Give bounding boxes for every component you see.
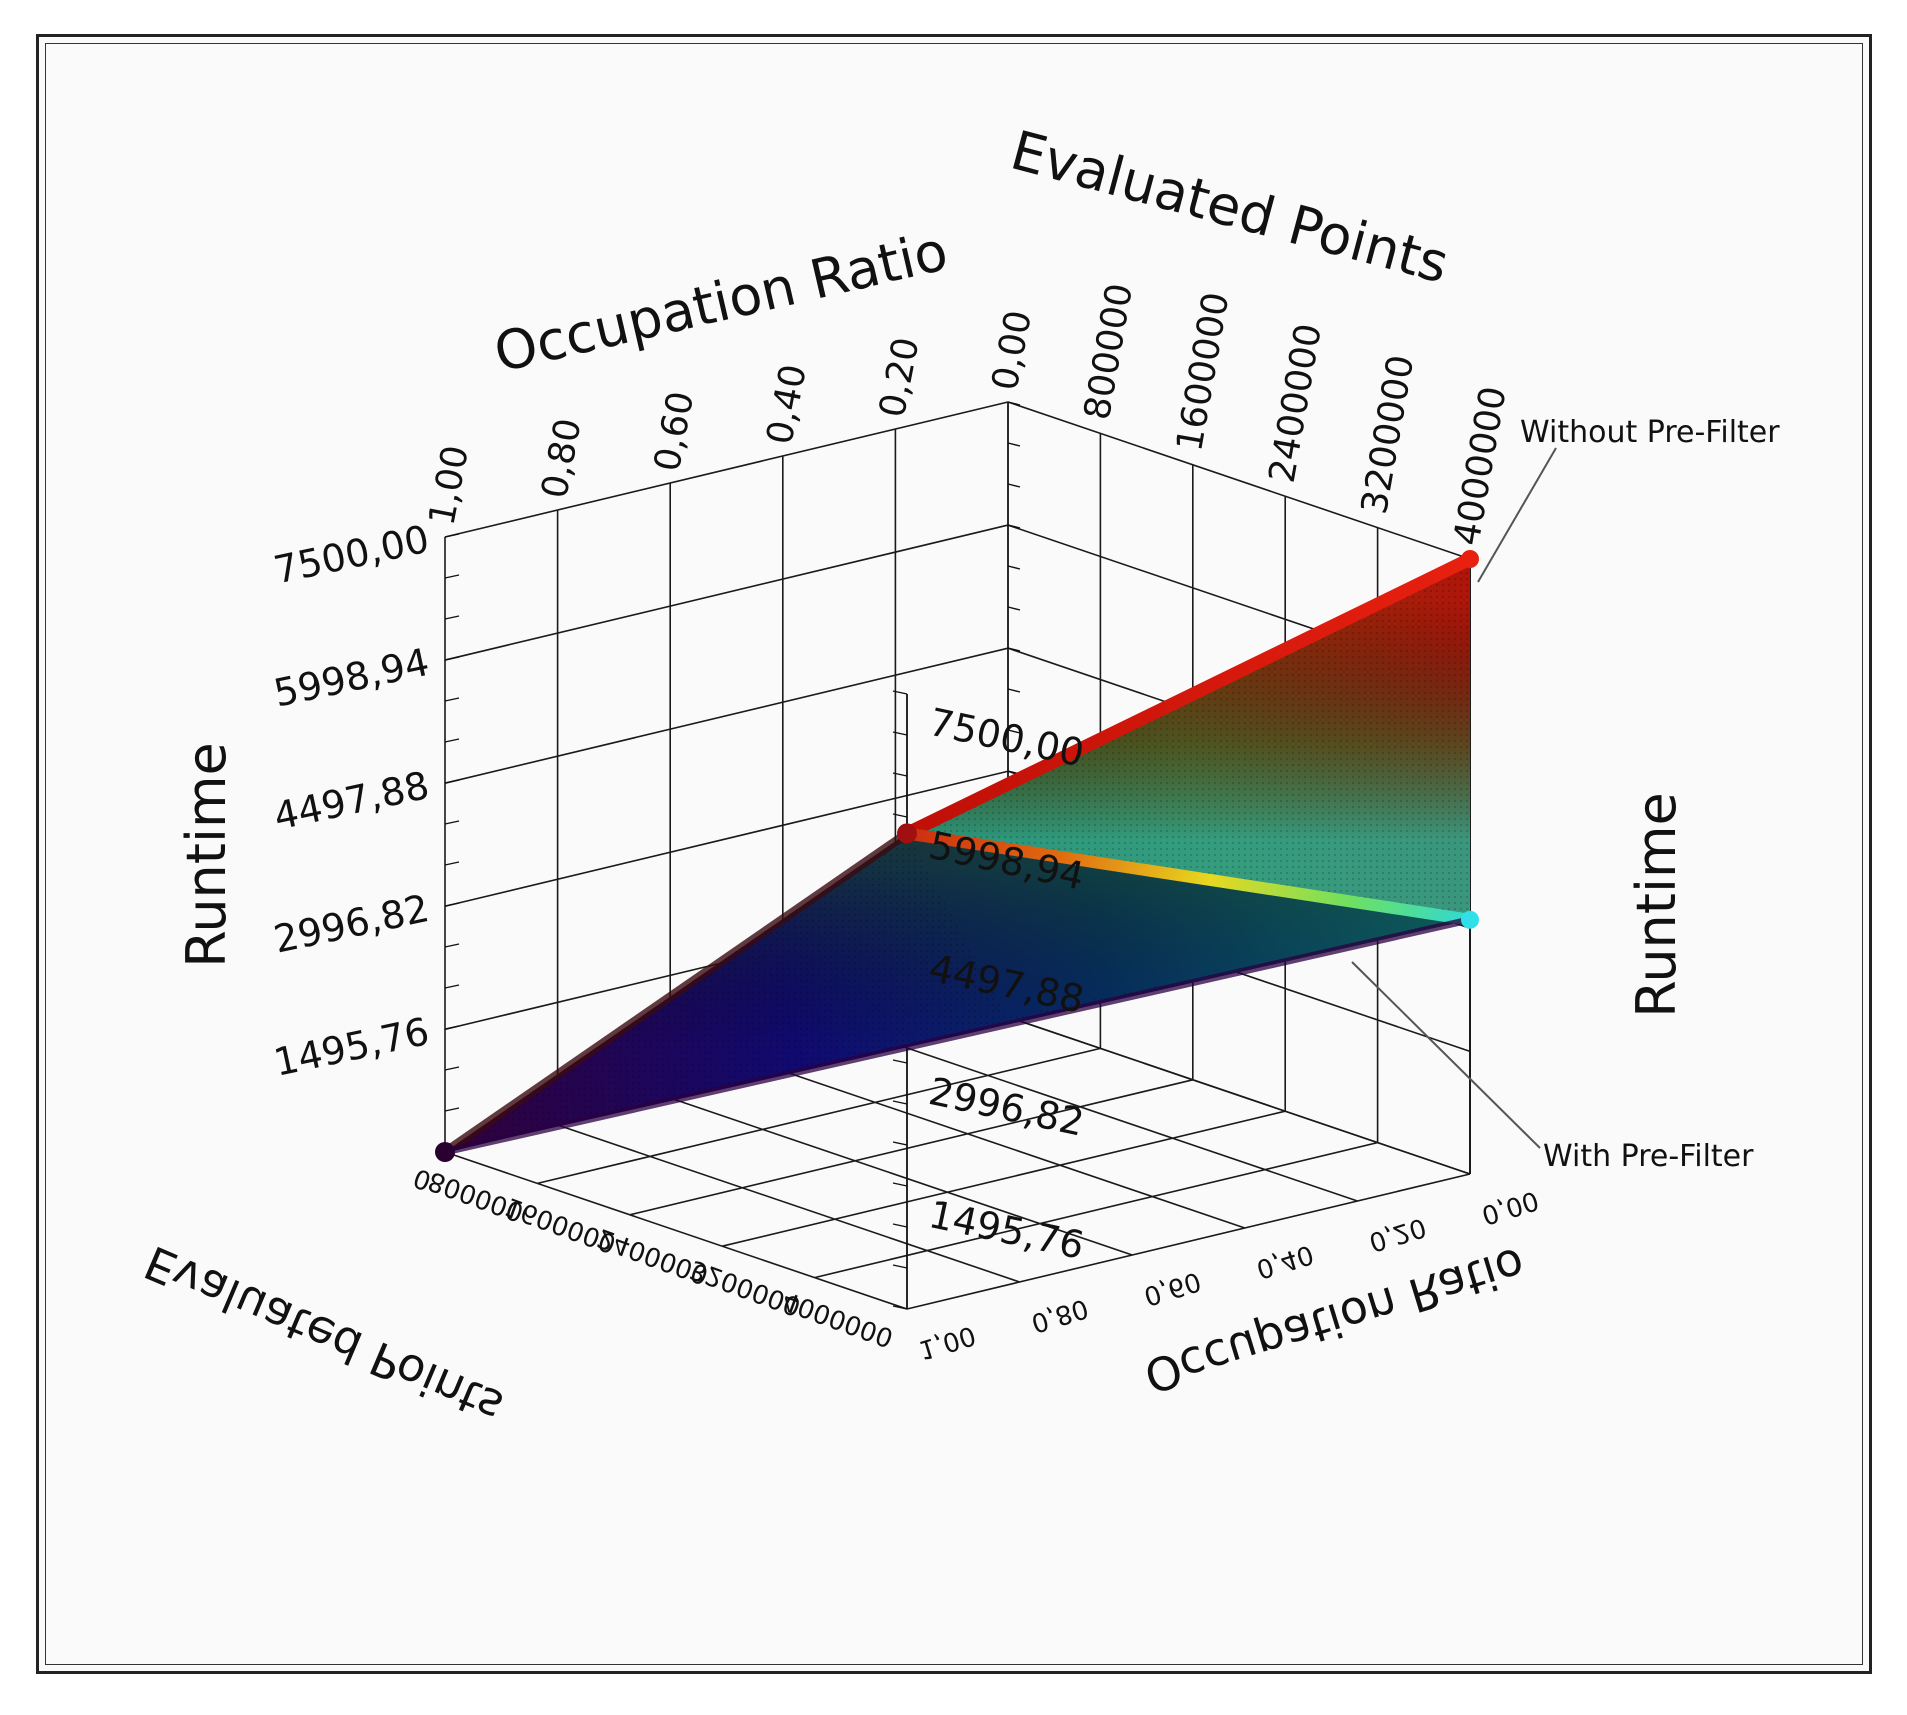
minor-tick-right-15 [892, 690, 908, 695]
marker-without-prefilter-end [1461, 550, 1479, 568]
callout-line-without [1477, 447, 1557, 583]
series-label-without-prefilter: Without Pre-Filter [1520, 415, 1780, 450]
minor-tick-right-2 [892, 1223, 908, 1228]
marker-apex [897, 823, 917, 844]
evaluated-points-tick-top-3: 3200000 [1354, 352, 1422, 517]
sheet-texture-upper [907, 559, 1470, 920]
minor-tick-left-2 [444, 1066, 460, 1071]
marker-with-prefilter-end [1461, 910, 1479, 929]
occupation-ratio-tick-bottom-1: 0,20 [1365, 1211, 1429, 1257]
gridline-floor-p-2 [629, 1079, 1193, 1216]
minor-tick-back-15 [1007, 401, 1021, 406]
minor-tick-back-7 [1007, 729, 1021, 734]
minor-tick-right-1 [892, 1264, 908, 1269]
runtime-tick-left-0: 1495,76 [270, 1009, 433, 1085]
gridline-floor-r-4 [557, 1124, 1020, 1283]
minor-tick-left-11 [444, 697, 460, 702]
minor-tick-back-10 [1007, 606, 1021, 611]
minor-tick-right-0 [892, 1305, 908, 1310]
minor-tick-back-8 [1007, 688, 1021, 693]
gridline-leftwall-h-5 [444, 401, 1009, 538]
occupation-ratio-tick-top-5: 0,00 [985, 307, 1041, 394]
evaluated-points-tick-bottom-5: 4000000 [778, 1285, 897, 1353]
series-edge-base [441, 916, 1474, 1156]
minor-tick-right-12 [892, 813, 908, 818]
minor-tick-left-8 [444, 820, 460, 825]
evaluated-points-axis-title-bottom: Evaluated Points [137, 1235, 511, 1434]
occupation-ratio-tick-top-4: 0,20 [872, 334, 928, 421]
occupation-ratio-tick-top-2: 0,60 [647, 388, 703, 475]
minor-tick-left-15 [444, 533, 460, 538]
minor-tick-left-12 [444, 656, 460, 661]
evaluated-points-tick-top-2: 2400000 [1262, 321, 1330, 486]
runtime-tick-left-3: 5998,94 [270, 640, 433, 716]
gridline-floor-r-1 [895, 1043, 1358, 1202]
gridline-floor-p-1 [537, 1047, 1101, 1185]
evaluated-points-tick-top-4: 4000000 [1446, 384, 1514, 549]
minor-tick-back-14 [1007, 442, 1021, 447]
minor-tick-left-14 [444, 574, 460, 579]
runtime-tick-right-1: 2996,82 [925, 1069, 1088, 1145]
runtime-axis-title-right: Runtime [1625, 792, 1688, 1018]
evaluated-points-axis-title-top: Evaluated Points [1005, 119, 1456, 296]
evaluated-points-tick-top-0: 800000 [1077, 280, 1141, 422]
minor-tick-left-4 [444, 984, 460, 989]
series-label-with-prefilter: With Pre-Filter [1543, 1139, 1754, 1174]
evaluated-points-tick-top-1: 1600000 [1169, 289, 1237, 454]
minor-tick-back-12 [1007, 524, 1021, 529]
minor-tick-left-1 [444, 1107, 460, 1112]
gridline-floor-p-4 [814, 1141, 1378, 1279]
gridline-leftwall-h-3 [444, 647, 1009, 784]
minor-tick-back-13 [1007, 483, 1021, 488]
minor-tick-right-5 [892, 1100, 908, 1105]
series-edge-front [440, 828, 912, 1157]
runtime-tick-left-1: 2996,82 [270, 886, 433, 962]
runtime-tick-right-0: 1495,76 [925, 1192, 1088, 1268]
minor-tick-left-7 [444, 861, 460, 866]
minor-tick-back-9 [1007, 647, 1021, 652]
occupation-ratio-axis-title-bottom: Occupation Ratio [1138, 1237, 1531, 1404]
gridline-floor-p-3 [722, 1110, 1286, 1247]
occupation-ratio-tick-bottom-0: 0,00 [1478, 1184, 1542, 1230]
minor-tick-right-3 [892, 1182, 908, 1187]
occupation-ratio-tick-bottom-4: 0,80 [1028, 1292, 1092, 1338]
series-edge-with-prefilter [901, 827, 1476, 926]
minor-tick-left-5 [444, 943, 460, 948]
occupation-ratio-tick-bottom-5: 1,00 [915, 1319, 979, 1365]
marker-origin [435, 1142, 455, 1162]
minor-tick-back-11 [1007, 565, 1021, 570]
runtime-axis-title-left: Runtime [175, 742, 238, 968]
gridline-floor-r-0 [1007, 1016, 1471, 1175]
occupation-ratio-tick-bottom-2: 0,40 [1253, 1238, 1317, 1284]
minor-tick-left-9 [444, 779, 460, 784]
gridline-floor-r-2 [782, 1070, 1246, 1229]
occupation-ratio-tick-bottom-3: 0,60 [1140, 1265, 1204, 1311]
series-callouts: Without Pre-Filter With Pre-Filter [1351, 415, 1780, 1174]
gridline-backwall-h-5 [1007, 401, 1471, 560]
minor-tick-left-10 [444, 738, 460, 743]
occupation-ratio-tick-top-0: 1,00 [422, 442, 478, 529]
sheet-texture [445, 833, 1470, 1152]
occupation-ratio-tick-top-1: 0,80 [534, 415, 590, 502]
minor-tick-left-6 [444, 902, 460, 907]
runtime-tick-left-4: 7500,00 [270, 517, 433, 593]
minor-tick-right-4 [892, 1141, 908, 1146]
gridline-leftwall-h-2 [444, 770, 1009, 908]
surface-plot [435, 550, 1479, 1162]
series-edge-without-prefilter [900, 552, 1477, 840]
minor-tick-right-13 [892, 772, 908, 777]
runtime-tick-left-2: 4497,88 [270, 763, 433, 839]
minor-tick-right-6 [892, 1059, 908, 1064]
gridline-floor-r-5 [444, 1151, 908, 1310]
runtime-tick-right-4: 7500,00 [925, 700, 1088, 776]
callout-line-with [1351, 961, 1541, 1149]
minor-tick-right-14 [892, 731, 908, 736]
gridline-floor-r-3 [669, 1097, 1133, 1256]
gridline-leftwall-h-4 [444, 524, 1009, 661]
minor-tick-left-3 [444, 1025, 460, 1030]
occupation-ratio-tick-top-3: 0,40 [759, 361, 815, 448]
minor-tick-left-13 [444, 615, 460, 620]
gridline-floor-p-5 [906, 1173, 1471, 1310]
